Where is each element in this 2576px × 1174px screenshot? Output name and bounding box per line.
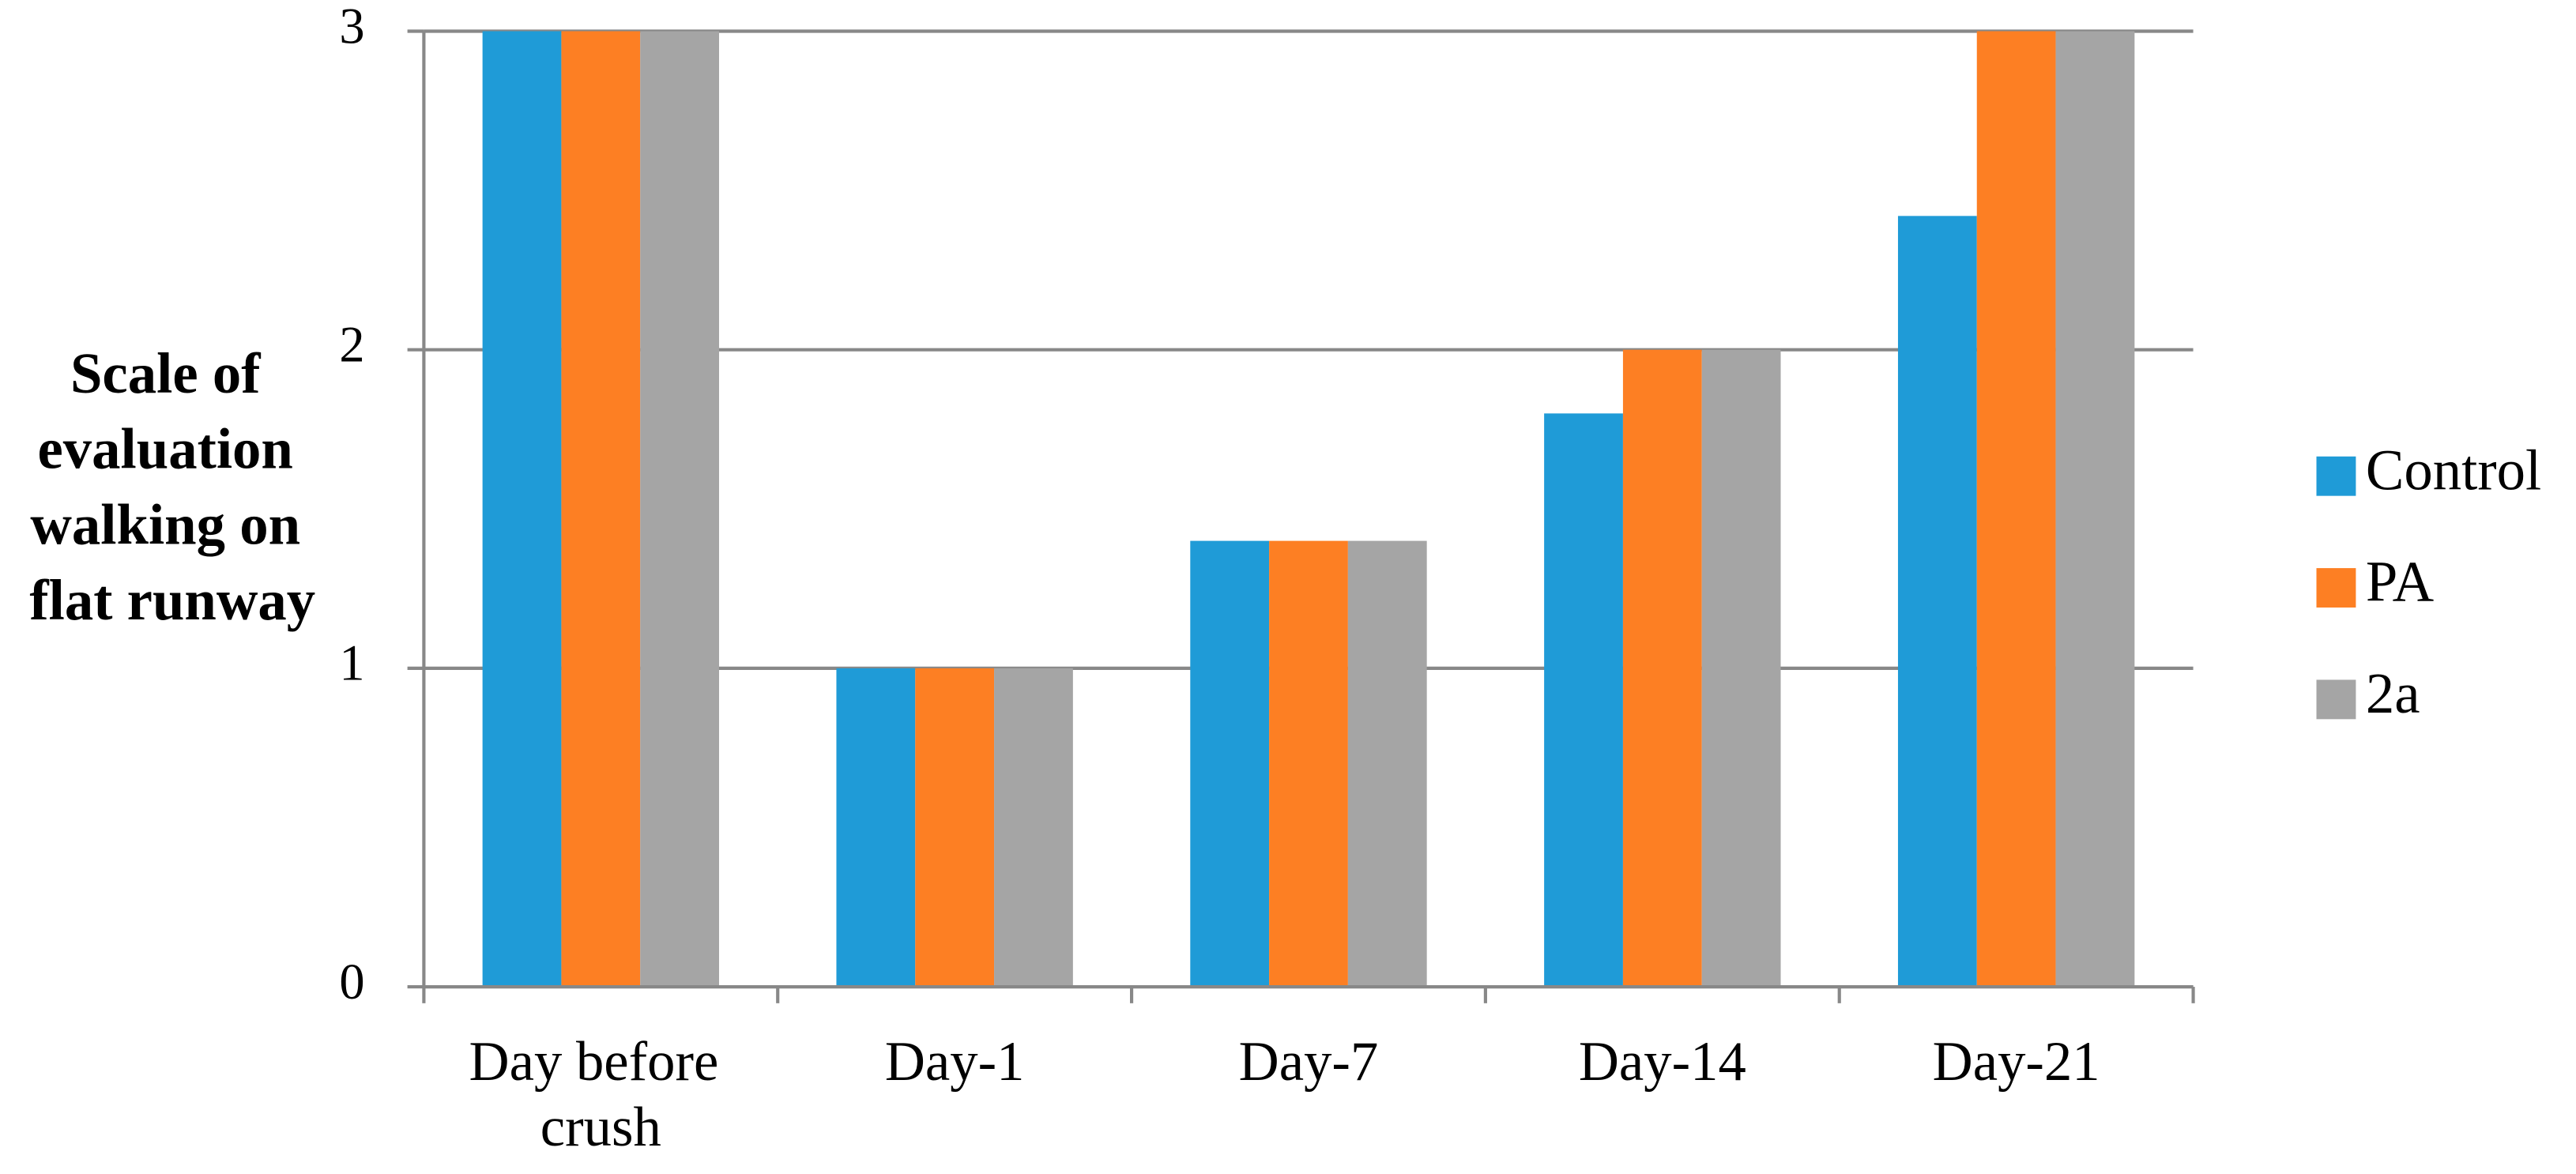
legend-swatch bbox=[2316, 568, 2356, 608]
legend-label: 2a bbox=[2366, 661, 2420, 725]
bar bbox=[1269, 540, 1348, 988]
bar bbox=[1701, 349, 1781, 988]
y-axis-label: Scale of evaluation walking on flat runw… bbox=[29, 341, 315, 632]
bar bbox=[836, 668, 916, 988]
x-tick-label: Day-7 bbox=[1239, 1031, 1379, 1093]
y-tick-label: 0 bbox=[339, 954, 364, 1010]
bar bbox=[561, 31, 641, 988]
legend-label: PA bbox=[2366, 550, 2434, 614]
y-tick-label: 1 bbox=[339, 635, 364, 691]
bar bbox=[482, 31, 562, 988]
bar bbox=[640, 31, 720, 988]
x-tick-label: Day-1 bbox=[885, 1031, 1025, 1093]
legend-label: Control bbox=[2366, 438, 2541, 502]
bar bbox=[1622, 349, 1702, 988]
legend-swatch bbox=[2316, 679, 2356, 720]
bar bbox=[2055, 31, 2135, 988]
legend-swatch bbox=[2316, 456, 2356, 496]
x-tick-label: Day-14 bbox=[1579, 1031, 1746, 1093]
x-tick-label: Day before crush bbox=[469, 1031, 733, 1158]
bar bbox=[1190, 540, 1270, 988]
y-tick-label: 3 bbox=[339, 0, 364, 54]
y-tick-label: 2 bbox=[339, 316, 364, 372]
bar bbox=[994, 668, 1073, 988]
bar bbox=[1347, 540, 1427, 988]
bar bbox=[915, 668, 995, 988]
bar bbox=[1976, 31, 2056, 988]
x-tick-label: Day-21 bbox=[1933, 1031, 2100, 1093]
bar bbox=[1544, 413, 1623, 988]
bar bbox=[1897, 216, 1977, 988]
